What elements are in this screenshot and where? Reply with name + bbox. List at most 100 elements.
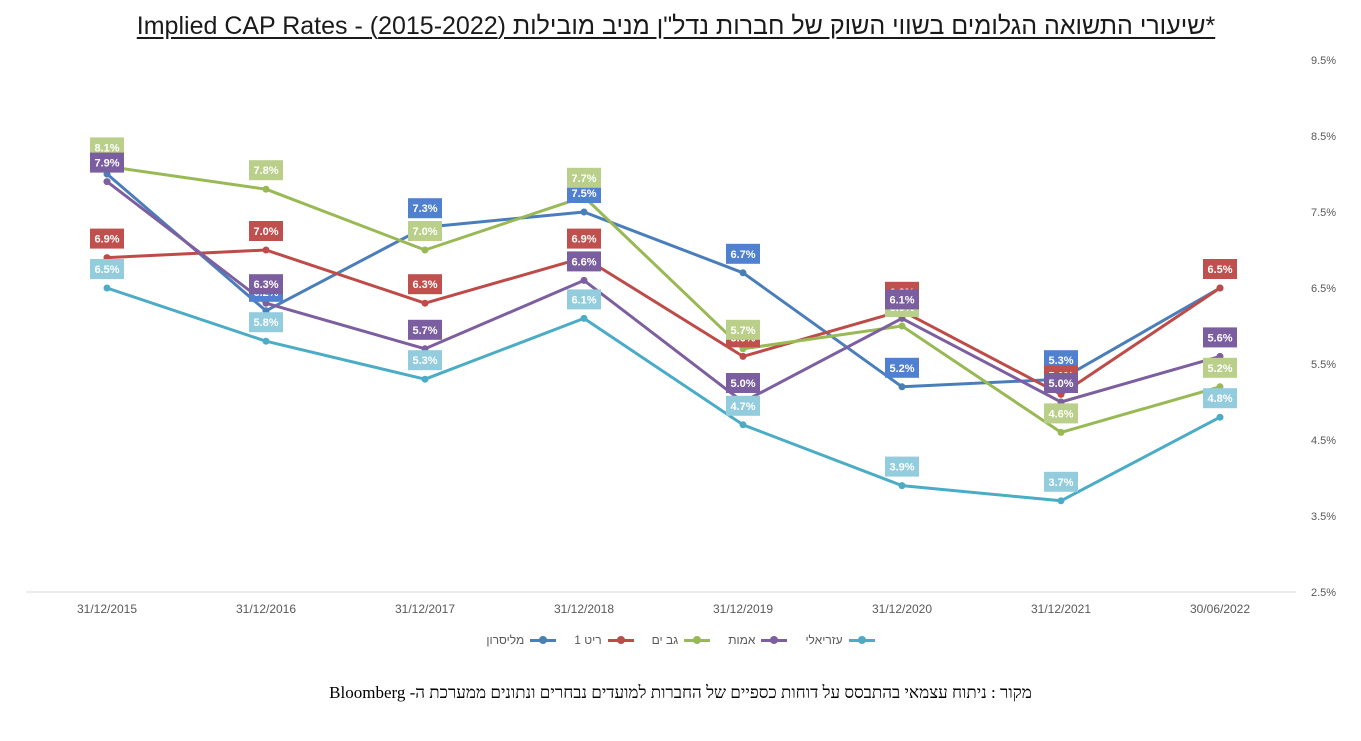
data-point	[421, 375, 429, 383]
data-label-text: 5.7%	[412, 325, 437, 337]
data-label-text: 5.0%	[1048, 378, 1073, 390]
data-label: 5.3%	[1044, 350, 1078, 371]
data-label-text: 4.6%	[1048, 408, 1073, 420]
data-point	[1216, 413, 1224, 421]
data-point	[580, 314, 588, 322]
legend-swatch	[530, 635, 557, 645]
data-label: 6.1%	[567, 289, 601, 310]
data-label-box	[90, 137, 124, 158]
data-label-text: 6.9%	[571, 234, 596, 246]
data-label: 6.1%	[885, 289, 919, 310]
data-label-box	[1203, 259, 1237, 279]
series-line	[105, 164, 1222, 434]
source-note: מקור : ניתוח עצמאי בהתבסס על דוחות כספיי…	[329, 683, 1032, 702]
data-label-text: 5.0%	[730, 378, 755, 390]
data-label: 7.8%	[249, 160, 283, 181]
data-label-text: 6.5%	[94, 264, 119, 276]
data-label: 5.7%	[408, 319, 442, 340]
data-label-box	[249, 312, 283, 333]
legend: מליסרון ריט 1 גב ים אמות עזריאלי	[0, 630, 1361, 650]
legend-item: מליסרון	[486, 630, 557, 650]
data-label: 5.2%	[885, 357, 919, 378]
y-tick-label: 7.5%	[1311, 207, 1336, 219]
data-labels: 8.0%6.2%7.3%7.5%6.7%5.2%5.3%6.5%6.9%7.0%…	[90, 137, 1237, 492]
legend-label: מליסרון	[486, 633, 525, 647]
legend-item: גב ים	[652, 630, 711, 650]
data-label-text: 7.3%	[412, 203, 437, 215]
data-label-box	[885, 289, 919, 310]
data-label: 6.7%	[726, 243, 760, 264]
data-point	[898, 383, 906, 391]
data-label: 7.3%	[408, 198, 442, 219]
data-point	[898, 322, 906, 330]
data-label: 6.5%	[90, 259, 124, 279]
data-label-text: 8.1%	[94, 142, 119, 154]
data-label-box	[408, 350, 442, 371]
data-label-box	[726, 373, 760, 393]
data-point	[580, 276, 588, 284]
data-label-text: 7.7%	[571, 173, 596, 185]
data-label-box	[885, 357, 919, 378]
data-label-text: 6.1%	[571, 294, 596, 306]
data-point	[1057, 428, 1065, 436]
legend-label: אמות	[728, 633, 756, 647]
data-label-text: 5.7%	[730, 325, 755, 337]
y-tick-label: 3.5%	[1311, 511, 1336, 523]
x-tick-label: 31/12/2019	[713, 602, 773, 616]
data-label-box	[90, 228, 124, 249]
data-label-text: 7.0%	[253, 226, 278, 238]
data-point	[898, 482, 906, 490]
data-label: 4.6%	[1044, 403, 1078, 424]
x-axis: 31/12/2015 31/12/2016 31/12/2017 31/12/2018…	[77, 602, 1250, 616]
data-label-box	[408, 274, 442, 295]
data-label: 5.6%	[1203, 327, 1237, 348]
data-label: 6.6%	[567, 251, 601, 272]
data-label-text: 3.9%	[889, 462, 914, 474]
data-label: 5.3%	[408, 350, 442, 371]
legend-item: עזריאלי	[805, 630, 875, 650]
data-point	[1057, 497, 1065, 505]
legend-label: גב ים	[651, 633, 679, 647]
data-label-box	[567, 251, 601, 272]
data-point	[739, 269, 747, 277]
legend-item: אמות	[728, 630, 788, 650]
x-tick-label: 31/12/2015	[77, 602, 137, 616]
data-label: 6.3%	[249, 274, 283, 295]
data-label: 6.5%	[1203, 259, 1237, 279]
x-tick-label: 31/12/2017	[395, 602, 455, 616]
legend-item: ריט 1	[574, 630, 634, 650]
data-label-text: 6.5%	[1207, 264, 1232, 276]
data-label-text: 4.8%	[1207, 393, 1232, 405]
data-label-box	[726, 243, 760, 264]
data-label-box	[90, 152, 124, 173]
legend-label: ריט 1	[574, 633, 602, 647]
data-label: 6.9%	[567, 228, 601, 249]
x-tick-label: 31/12/2020	[872, 602, 932, 616]
data-point	[262, 246, 270, 254]
series-layer	[103, 162, 1224, 505]
data-point	[421, 246, 429, 254]
data-label-text: 5.6%	[1207, 332, 1232, 344]
data-label-box	[567, 289, 601, 310]
data-label-text: 6.9%	[94, 234, 119, 246]
data-label-text: 6.3%	[253, 279, 278, 291]
data-label-box	[408, 198, 442, 219]
data-label-text: 5.2%	[1207, 363, 1232, 375]
x-tick-label: 31/12/2021	[1031, 602, 1091, 616]
y-tick-label: 8.5%	[1311, 131, 1336, 143]
y-tick-label: 9.5%	[1311, 55, 1336, 67]
x-tick-label: 31/12/2018	[554, 602, 614, 616]
data-point	[103, 178, 111, 186]
data-label-text: 5.2%	[889, 363, 914, 375]
x-tick-label: 30/06/2022	[1190, 602, 1250, 616]
data-point	[262, 185, 270, 193]
data-label: 5.0%	[1044, 373, 1078, 393]
series-line	[105, 180, 1222, 404]
legend-swatch	[848, 635, 875, 645]
data-label: 5.8%	[249, 312, 283, 333]
data-label-box	[1044, 350, 1078, 371]
data-label: 5.0%	[726, 373, 760, 393]
data-label-text: 6.7%	[730, 249, 755, 261]
data-label-box	[726, 395, 760, 416]
